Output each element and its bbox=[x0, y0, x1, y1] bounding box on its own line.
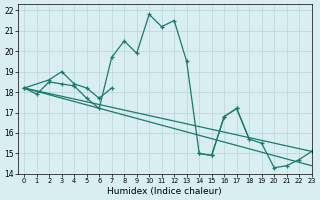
X-axis label: Humidex (Indice chaleur): Humidex (Indice chaleur) bbox=[108, 187, 222, 196]
